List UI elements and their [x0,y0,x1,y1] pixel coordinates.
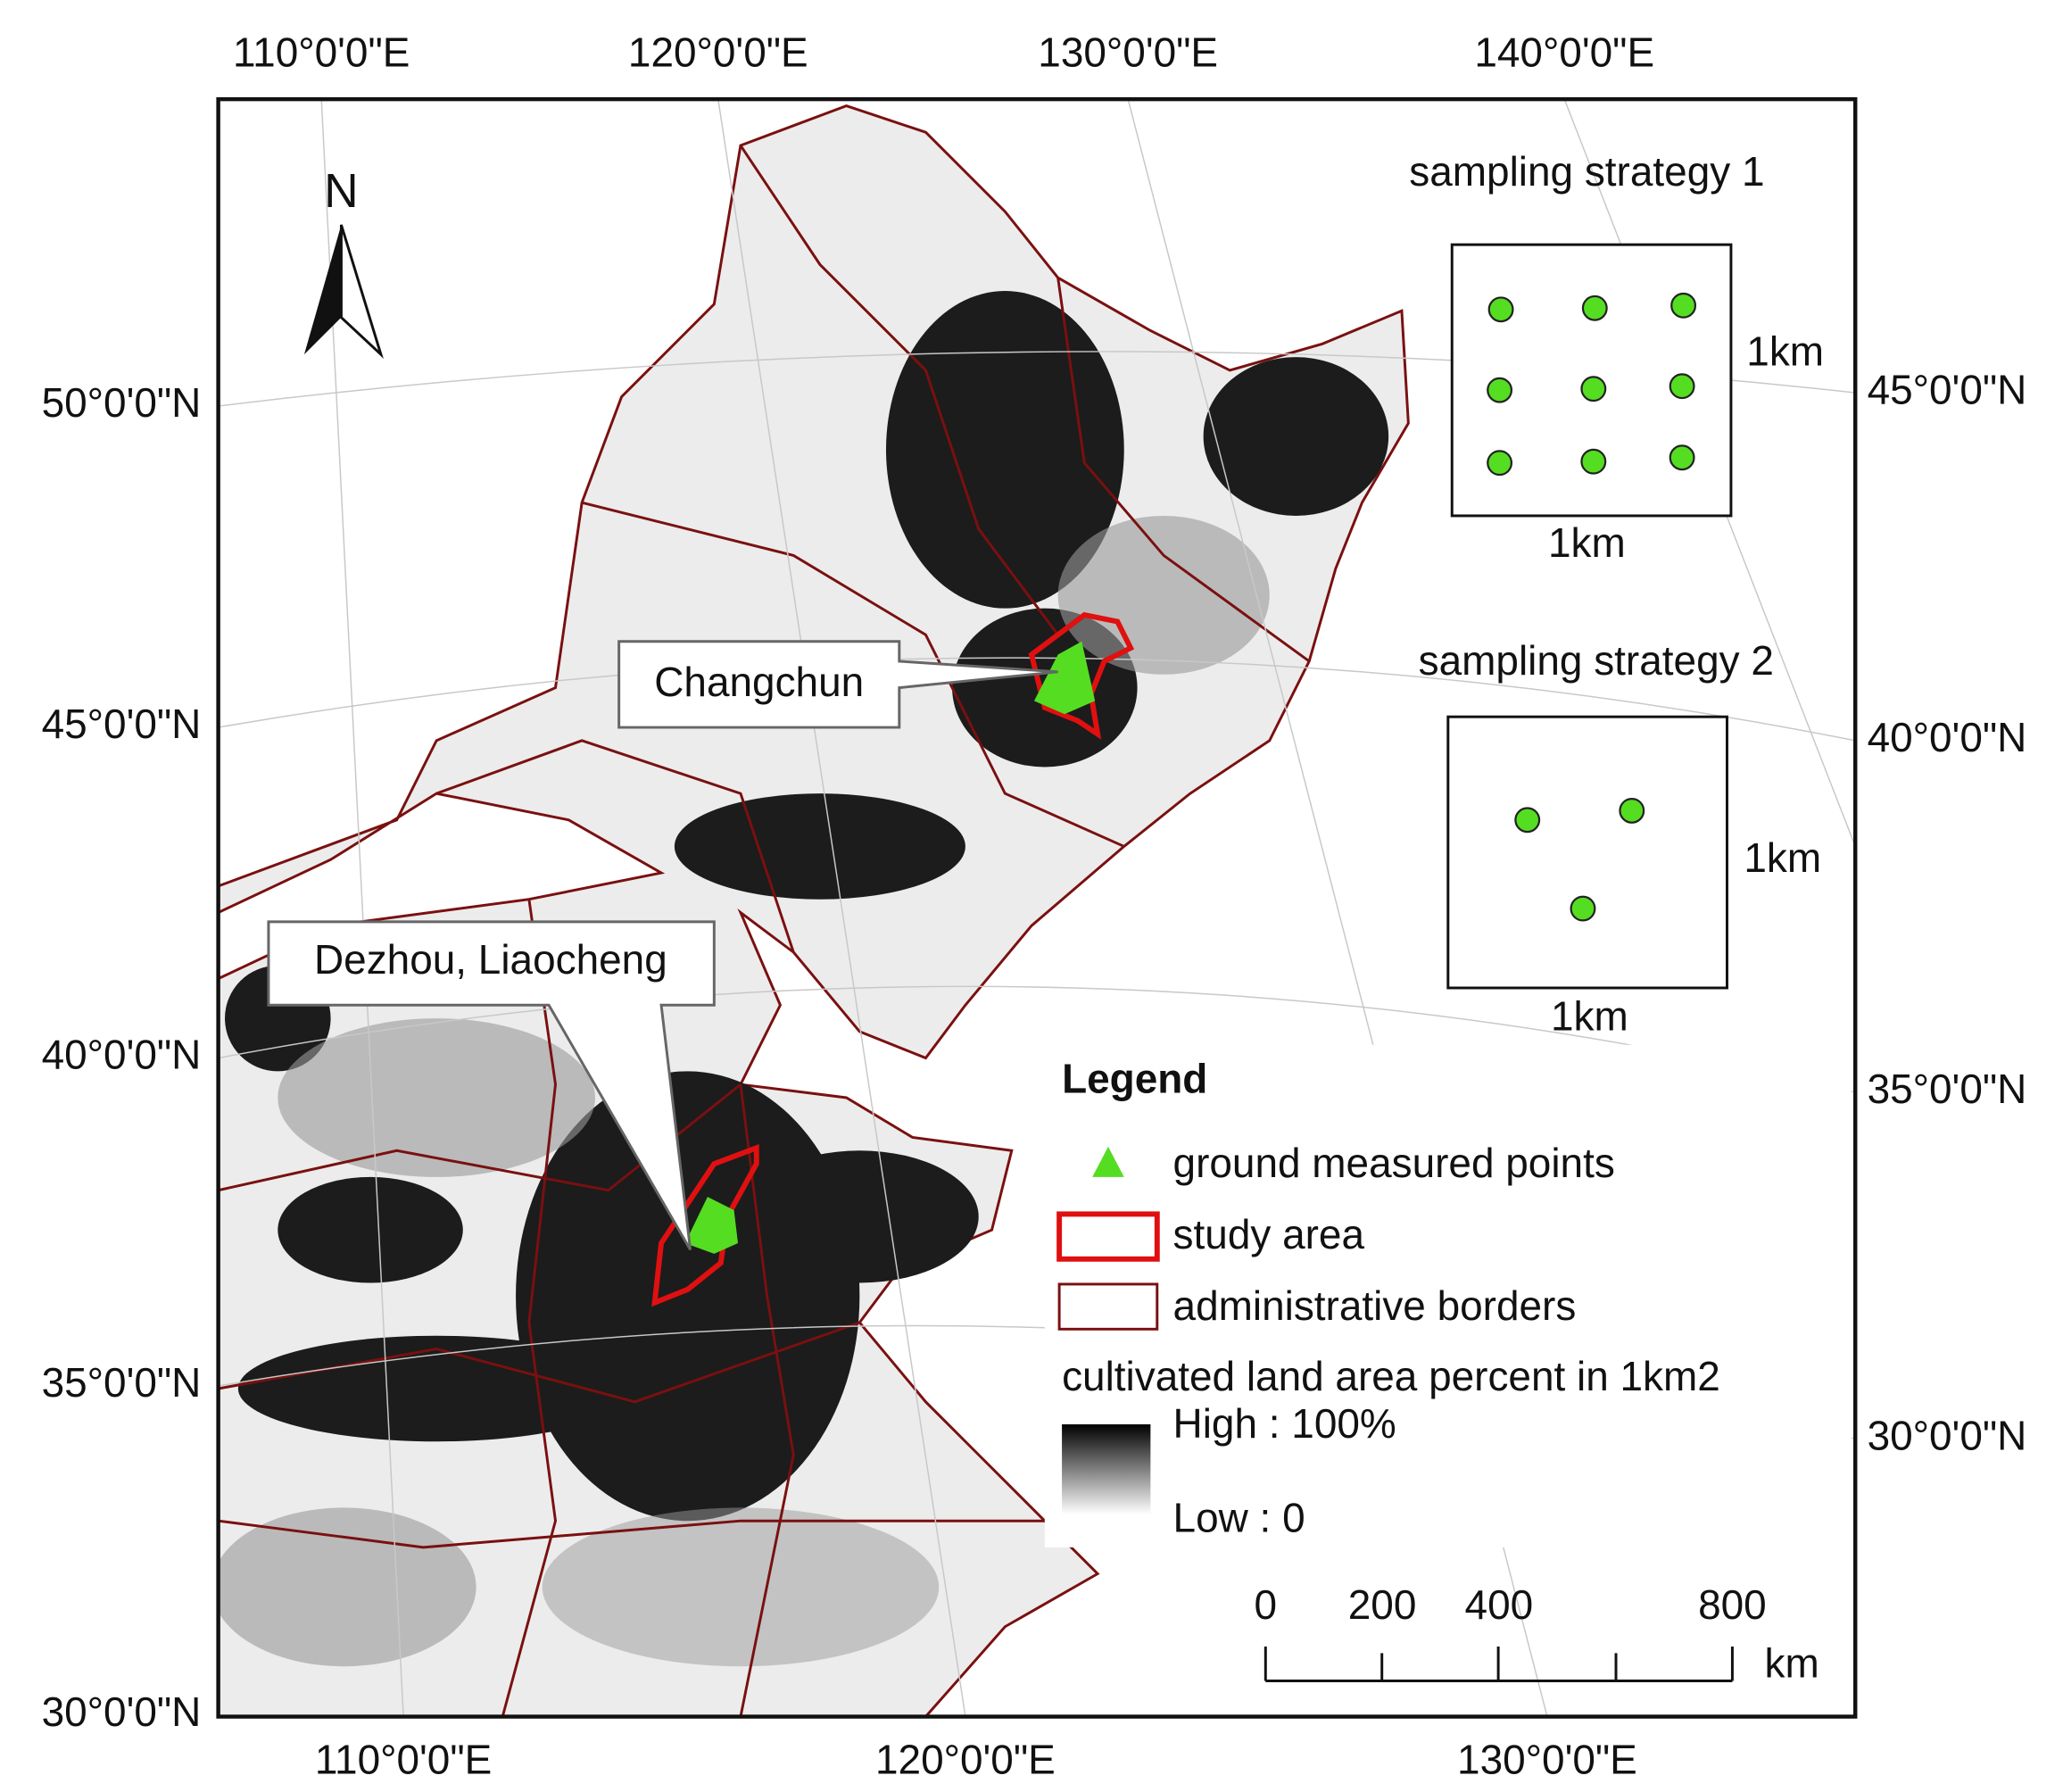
sampling-bottom-label: 1km [1551,993,1628,1040]
left-coord-label: 40°0'0"N [42,1032,202,1078]
legend-ramp-high: High : 100% [1173,1400,1396,1447]
map-body [218,99,1856,1717]
scale-labels: 0 200 400 800 [1255,1581,1767,1628]
legend-ramp [1062,1424,1151,1514]
left-coord-label: 30°0'0"N [42,1688,202,1735]
legend-title: Legend [1062,1055,1207,1101]
scale-label: 800 [1698,1581,1767,1628]
legend-ramp-title: cultivated land area percent in 1km2 [1062,1353,1720,1399]
scale-bar [1263,1646,1734,1683]
coordinate-labels: 110°0'0"E 120°0'0"E 130°0'0"E 140°0'0"E 110°… [42,29,2027,1782]
sampling-side-label: 1km [1744,834,1821,881]
bottom-coord-label: 120°0'0"E [875,1737,1056,1783]
legend-label: administrative borders [1173,1282,1577,1329]
right-coord-label: 35°0'0"N [1868,1066,2027,1112]
sampling-box [1446,715,1728,990]
sampling-title: sampling strategy 2 [1419,637,1774,684]
legend-background [1044,1044,1852,1547]
legend-symbol-borders [1057,1282,1159,1331]
legend-ramp-low: Low : 0 [1173,1494,1305,1540]
legend-label: ground measured points [1173,1140,1615,1186]
left-coord-label: 45°0'0"N [42,701,202,747]
sampling-bottom-label: 1km [1548,519,1626,566]
scale-unit: km [1764,1639,1819,1686]
callout-box [267,920,716,1251]
scale-label: 200 [1348,1581,1417,1628]
partial-cultivation [218,515,1270,1667]
scale-label: 0 [1255,1581,1278,1628]
left-coord-label: 50°0'0"N [42,379,202,426]
ground-points-dezhou [684,1197,739,1254]
north-arrow-left [303,224,342,355]
sampling-title: sampling strategy 1 [1409,148,1764,195]
left-coord-label: 35°0'0"N [42,1359,202,1406]
legend-symbol-points [1092,1146,1124,1177]
sampling-side-label: 1km [1746,328,1824,374]
north-label: N [324,165,359,218]
top-coord-label: 120°0'0"E [628,29,808,75]
callout-label: Dezhou, Liaocheng [314,936,667,983]
right-coord-label: 40°0'0"N [1868,714,2027,760]
sampling-points [1487,292,1697,477]
bottom-coord-label: 110°0'0"E [315,1737,492,1783]
bottom-coord-label: 130°0'0"E [1457,1737,1637,1783]
top-coord-label: 140°0'0"E [1474,29,1654,75]
sampling-points [1514,797,1645,922]
legend-label: study area [1173,1211,1365,1257]
callout-box [617,640,1058,729]
north-arrow-right [339,224,384,360]
map-frame [216,96,1858,1719]
callout-label: Changchun [654,659,864,705]
legend-symbol-study [1056,1211,1160,1262]
top-coord-label: 110°0'0"E [233,29,410,75]
top-coord-label: 130°0'0"E [1038,29,1218,75]
study-area-changchun [1028,611,1135,740]
scale-label: 400 [1465,1581,1534,1628]
right-coord-label: 45°0'0"N [1868,366,2027,412]
right-coord-label: 30°0'0"N [1868,1412,2027,1458]
ground-points-changchun [1033,641,1096,715]
